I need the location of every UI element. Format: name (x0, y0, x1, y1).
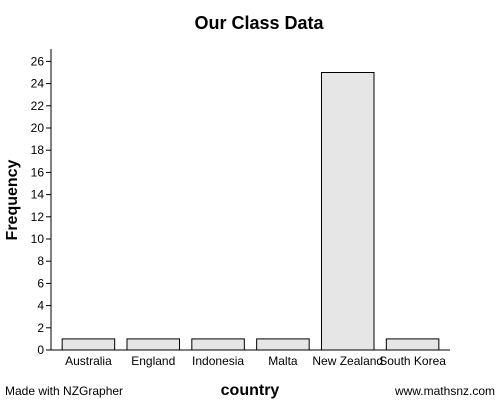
bar-malta (256, 338, 310, 351)
y-tick-label: 0 (37, 343, 44, 357)
category-label: Australia (65, 354, 112, 368)
y-tick-label: 12 (31, 210, 45, 224)
category-label: Malta (268, 354, 298, 368)
category-label: New Zealand (312, 354, 383, 368)
y-tick-label: 10 (31, 232, 45, 246)
y-tick-label: 26 (31, 54, 45, 68)
chart-title: Our Class Data (194, 13, 324, 33)
y-tick-label: 2 (37, 321, 44, 335)
y-tick-label: 16 (31, 165, 45, 179)
y-tick-label: 8 (37, 254, 44, 268)
footer-right: www.mathsnz.com (394, 384, 495, 398)
bars (61, 72, 440, 351)
y-tick-label: 22 (31, 99, 45, 113)
bar-south-korea (385, 338, 440, 351)
category-labels: Australia England Indonesia Malta New Zealan… (65, 354, 446, 368)
y-tick-label: 18 (31, 143, 45, 157)
bar-england (126, 338, 181, 351)
footer-left: Made with NZGrapher (5, 384, 123, 398)
y-tick-label: 20 (31, 121, 45, 135)
y-tick-label: 14 (31, 188, 45, 202)
y-tick-label: 24 (31, 77, 45, 91)
y-tick-label: 6 (37, 276, 44, 290)
y-axis-title: Frequency (4, 159, 21, 240)
category-label: South Korea (379, 354, 446, 368)
bar-new-zealand (320, 72, 375, 351)
category-label: Indonesia (192, 354, 244, 368)
y-tick-label: 4 (37, 299, 44, 313)
bar-indonesia (191, 338, 245, 351)
category-label: England (131, 354, 175, 368)
x-axis-title: country (221, 382, 280, 399)
bar-australia (61, 338, 116, 351)
